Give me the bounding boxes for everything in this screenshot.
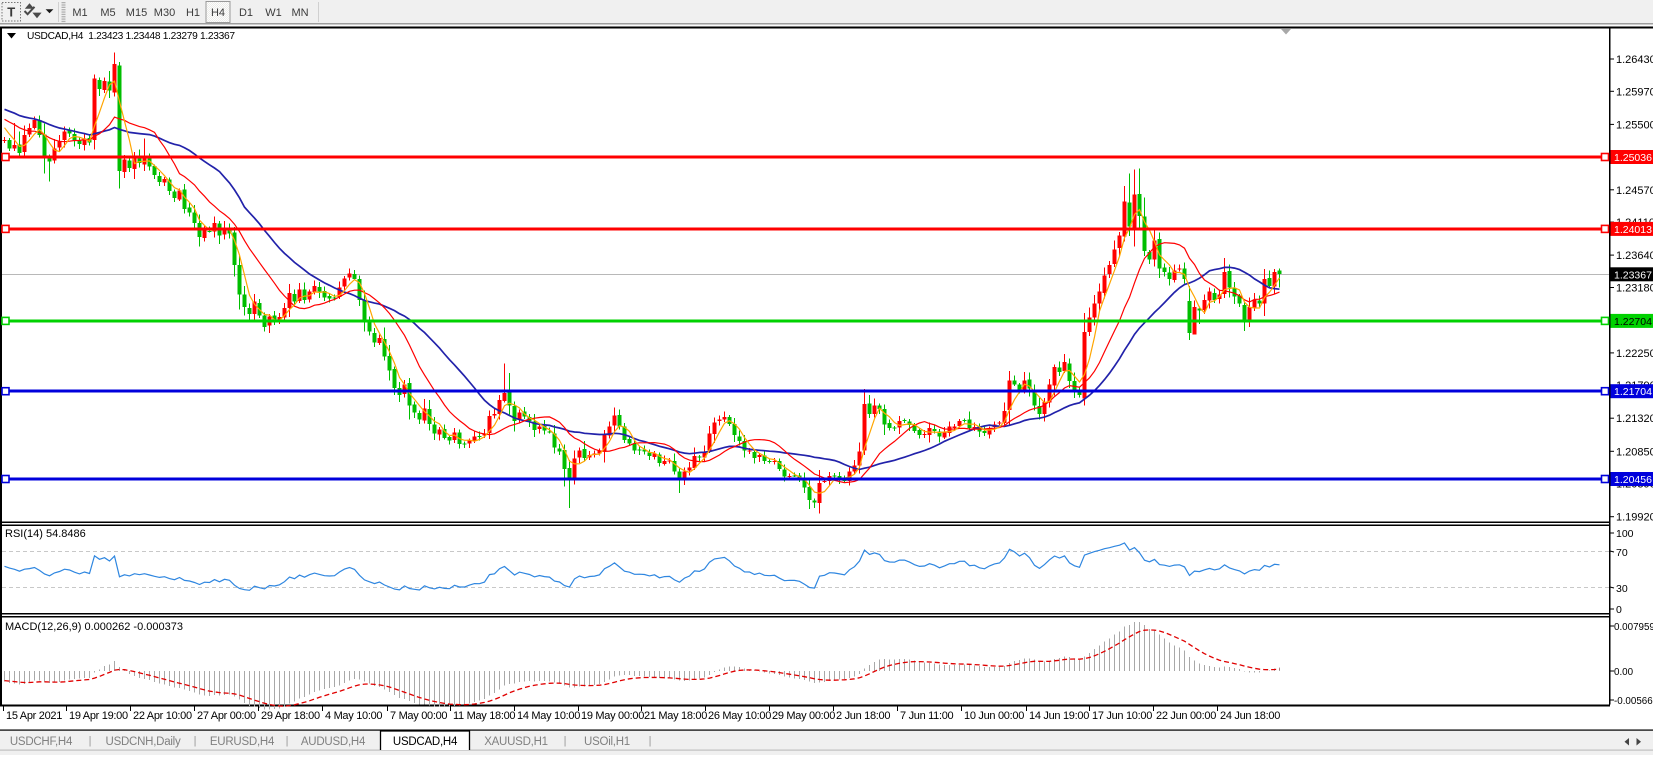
svg-text:M15: M15 (126, 7, 147, 19)
svg-text:D1: D1 (239, 7, 253, 19)
svg-text:1.21704: 1.21704 (1614, 386, 1652, 398)
svg-text:|: | (564, 735, 567, 747)
svg-text:19 Apr 19:00: 19 Apr 19:00 (69, 710, 128, 722)
svg-text:1.19920: 1.19920 (1616, 512, 1653, 524)
svg-text:|: | (286, 735, 289, 747)
svg-text:1.21320: 1.21320 (1616, 413, 1653, 425)
svg-text:30: 30 (1616, 583, 1628, 595)
svg-text:T: T (7, 5, 15, 20)
svg-text:7 May 00:00: 7 May 00:00 (390, 710, 447, 722)
svg-text:21 May 18:00: 21 May 18:00 (644, 710, 707, 722)
svg-text:USDCAD,H4: USDCAD,H4 (393, 736, 458, 748)
svg-text:22 Apr 10:00: 22 Apr 10:00 (133, 710, 192, 722)
svg-text:15 Apr 2021: 15 Apr 2021 (6, 710, 62, 722)
svg-text:EURUSD,H4: EURUSD,H4 (210, 736, 275, 748)
svg-text:70: 70 (1616, 547, 1628, 559)
svg-text:1.24570: 1.24570 (1616, 185, 1653, 197)
svg-text:0.007959: 0.007959 (1614, 622, 1653, 633)
svg-text:USDCHF,H4: USDCHF,H4 (10, 736, 73, 748)
svg-text:H1: H1 (186, 7, 200, 19)
svg-text:M5: M5 (100, 7, 115, 19)
svg-text:17 Jun 10:00: 17 Jun 10:00 (1092, 710, 1152, 722)
svg-text:1.22250: 1.22250 (1616, 348, 1653, 360)
svg-text:1.25036: 1.25036 (1614, 152, 1652, 164)
svg-text:0.00: 0.00 (1614, 667, 1634, 678)
svg-text:29 May 00:00: 29 May 00:00 (772, 710, 835, 722)
svg-text:27 Apr 00:00: 27 Apr 00:00 (197, 710, 256, 722)
svg-text:1.23180: 1.23180 (1616, 282, 1653, 294)
svg-text:1.26430: 1.26430 (1616, 54, 1653, 66)
svg-text:1.22704: 1.22704 (1614, 316, 1652, 328)
svg-text:1.20850: 1.20850 (1616, 446, 1653, 458)
svg-text:1.25970: 1.25970 (1616, 86, 1653, 98)
svg-text:24 Jun 18:00: 24 Jun 18:00 (1220, 710, 1280, 722)
svg-text:M1: M1 (72, 7, 87, 19)
svg-text:4 May 10:00: 4 May 10:00 (325, 710, 382, 722)
svg-text:RSI(14) 54.8486: RSI(14) 54.8486 (5, 528, 86, 540)
svg-text:1.23640: 1.23640 (1616, 250, 1653, 262)
svg-text:MACD(12,26,9) 0.000262 -0.0003: MACD(12,26,9) 0.000262 -0.000373 (5, 621, 183, 633)
svg-text:MN: MN (291, 7, 308, 19)
svg-text:22 Jun 00:00: 22 Jun 00:00 (1156, 710, 1216, 722)
svg-text:0: 0 (1616, 604, 1622, 616)
svg-text:11 May 18:00: 11 May 18:00 (453, 710, 515, 722)
svg-text:H4: H4 (211, 7, 225, 19)
svg-text:1.25500: 1.25500 (1616, 119, 1653, 131)
svg-text:14 Jun 19:00: 14 Jun 19:00 (1029, 710, 1089, 722)
svg-text:1.20456: 1.20456 (1614, 474, 1652, 486)
svg-text:USDCAD,H4 1.23423 1.23448 1.2: USDCAD,H4 1.23423 1.23448 1.23279 1.2336… (27, 31, 235, 42)
svg-text:7 Jun 11:00: 7 Jun 11:00 (900, 710, 954, 722)
svg-text:-0.005663: -0.005663 (1614, 696, 1653, 707)
svg-text:M30: M30 (154, 7, 175, 19)
svg-text:14 May 10:00: 14 May 10:00 (517, 710, 580, 722)
svg-text:|: | (649, 735, 652, 747)
svg-text:USDCNH,Daily: USDCNH,Daily (106, 736, 181, 748)
svg-text:USOil,H1: USOil,H1 (584, 736, 630, 748)
svg-text:1.23367: 1.23367 (1614, 269, 1652, 281)
svg-text:2 Jun 18:00: 2 Jun 18:00 (836, 710, 890, 722)
svg-text:1.24013: 1.24013 (1614, 224, 1652, 236)
svg-text:|: | (194, 735, 197, 747)
svg-text:W1: W1 (265, 7, 282, 19)
svg-text:26 May 10:00: 26 May 10:00 (708, 710, 771, 722)
svg-text:29 Apr 18:00: 29 Apr 18:00 (261, 710, 320, 722)
svg-text:19 May 00:00: 19 May 00:00 (581, 710, 644, 722)
svg-text:AUDUSD,H4: AUDUSD,H4 (301, 736, 366, 748)
svg-text:100: 100 (1616, 528, 1634, 540)
svg-text:|: | (89, 735, 92, 747)
svg-text:10 Jun 00:00: 10 Jun 00:00 (964, 710, 1024, 722)
svg-text:XAUUSD,H1: XAUUSD,H1 (484, 736, 548, 748)
